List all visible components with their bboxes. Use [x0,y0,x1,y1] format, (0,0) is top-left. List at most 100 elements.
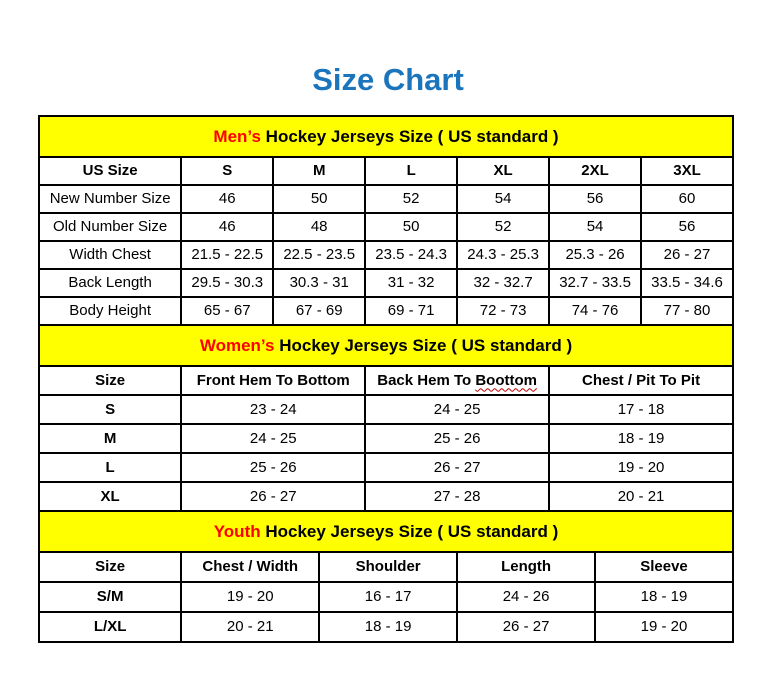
size-value-cell: 29.5 - 30.3 [180,267,275,298]
mens-row-new-number-size: New Number Size 46 50 52 54 56 60 [37,183,734,214]
size-value-cell: 32 - 32.7 [456,267,551,298]
size-value-cell: 56 [548,183,643,214]
mens-section-header-highlight: Men’s [213,126,261,146]
size-value-cell: 25 - 26 [364,422,551,454]
size-value-cell: 24.3 - 25.3 [456,239,551,270]
size-chart-title: Size Chart [312,62,464,97]
mens-row-width-chest: Width Chest 21.5 - 22.5 22.5 - 23.5 23.5… [37,239,734,270]
size-value-cell: 54 [456,183,551,214]
womens-row-xl: XL 26 - 27 27 - 28 20 - 21 [37,480,734,512]
size-value-cell: 26 - 27 [180,480,367,512]
youth-col-header-length: Length [456,550,597,583]
size-value-cell: 33.5 - 34.6 [640,267,734,298]
size-value-cell: 67 - 69 [272,295,367,326]
womens-section-header-rest: Hockey Jerseys Size ( US standard ) [274,335,573,355]
size-value-cell: 21.5 - 22.5 [180,239,275,270]
row-label: XL [37,480,183,512]
size-value-cell: 30.3 - 31 [272,267,367,298]
youth-col-header-sleeve: Sleeve [594,550,734,583]
mens-header-row: US Size S M L XL 2XL 3XL [37,155,734,186]
row-label: Old Number Size [37,211,183,242]
back-hem-label-prefix: Back Hem To [377,371,476,389]
size-value-cell: 26 - 27 [364,451,551,483]
row-label: S [37,393,183,425]
womens-header-row: Size Front Hem To Bottom Back Hem To Boo… [37,364,734,396]
size-value-cell: 16 - 17 [318,580,459,613]
womens-col-header-size: Size [37,364,183,396]
size-value-cell: 31 - 32 [364,267,459,298]
womens-row-l: L 25 - 26 26 - 27 19 - 20 [37,451,734,483]
size-value-cell: 25.3 - 26 [548,239,643,270]
mens-section-header: Men’s Hockey Jerseys Size ( US standard … [38,114,734,158]
size-value-cell: 19 - 20 [548,451,734,483]
size-value-cell: 32.7 - 33.5 [548,267,643,298]
youth-section-header-highlight: Youth [213,521,261,541]
size-value-cell: 25 - 26 [180,451,367,483]
mens-row-body-height: Body Height 65 - 67 67 - 69 69 - 71 72 -… [37,295,734,326]
row-label: Width Chest [37,239,183,270]
mens-col-header-m: M [272,155,367,186]
mens-row-old-number-size: Old Number Size 46 48 50 52 54 56 [37,211,734,242]
size-value-cell: 74 - 76 [548,295,643,326]
size-value-cell: 69 - 71 [364,295,459,326]
size-value-cell: 77 - 80 [640,295,734,326]
row-label: S/M [37,580,183,613]
youth-section-header: Youth Hockey Jerseys Size ( US standard … [38,509,734,553]
back-hem-label-misspelled: Boottom [475,371,537,389]
womens-section-header: Women’s Hockey Jerseys Size ( US standar… [38,323,734,367]
youth-section-header-rest: Hockey Jerseys Size ( US standard ) [260,521,559,541]
size-value-cell: 20 - 21 [548,480,734,512]
size-value-cell: 23 - 24 [180,393,367,425]
mens-col-header-us-size: US Size [37,155,183,186]
size-value-cell: 72 - 73 [456,295,551,326]
size-value-cell: 50 [364,211,459,242]
size-value-cell: 46 [180,183,275,214]
youth-col-header-shoulder: Shoulder [318,550,459,583]
size-value-cell: 52 [456,211,551,242]
size-value-cell: 18 - 19 [594,580,734,613]
mens-col-header-3xl: 3XL [640,155,734,186]
womens-col-header-back-hem: Back Hem To Boottom [364,364,551,396]
size-value-cell: 18 - 19 [318,610,459,643]
womens-col-header-front-hem: Front Hem To Bottom [180,364,367,396]
youth-size-table: Size Chest / Width Shoulder Length Sleev… [37,550,734,643]
mens-col-header-s: S [180,155,275,186]
size-value-cell: 60 [640,183,734,214]
row-label: Body Height [37,295,183,326]
mens-col-header-l: L [364,155,459,186]
row-label: L [37,451,183,483]
size-chart-container: Men’s Hockey Jerseys Size ( US standard … [37,114,734,643]
size-value-cell: 19 - 20 [594,610,734,643]
youth-row-sm: S/M 19 - 20 16 - 17 24 - 26 18 - 19 [37,580,734,613]
youth-header-row: Size Chest / Width Shoulder Length Sleev… [37,550,734,583]
womens-size-table: Size Front Hem To Bottom Back Hem To Boo… [37,364,734,512]
size-value-cell: 54 [548,211,643,242]
womens-row-s: S 23 - 24 24 - 25 17 - 18 [37,393,734,425]
size-value-cell: 65 - 67 [180,295,275,326]
size-value-cell: 56 [640,211,734,242]
womens-col-header-chest-pit: Chest / Pit To Pit [548,364,734,396]
womens-row-m: M 24 - 25 25 - 26 18 - 19 [37,422,734,454]
row-label: New Number Size [37,183,183,214]
mens-col-header-2xl: 2XL [548,155,643,186]
row-label: Back Length [37,267,183,298]
size-value-cell: 17 - 18 [548,393,734,425]
size-value-cell: 24 - 25 [364,393,551,425]
row-label: L/XL [37,610,183,643]
row-label: M [37,422,183,454]
youth-col-header-size: Size [37,550,183,583]
size-value-cell: 22.5 - 23.5 [272,239,367,270]
size-value-cell: 19 - 20 [180,580,321,613]
youth-col-header-chest-width: Chest / Width [180,550,321,583]
size-value-cell: 52 [364,183,459,214]
mens-col-header-xl: XL [456,155,551,186]
size-value-cell: 20 - 21 [180,610,321,643]
size-value-cell: 26 - 27 [640,239,734,270]
womens-section-header-highlight: Women’s [199,335,275,355]
size-value-cell: 24 - 26 [456,580,597,613]
size-value-cell: 18 - 19 [548,422,734,454]
size-value-cell: 50 [272,183,367,214]
mens-row-back-length: Back Length 29.5 - 30.3 30.3 - 31 31 - 3… [37,267,734,298]
mens-section-header-rest: Hockey Jerseys Size ( US standard ) [260,126,559,146]
size-value-cell: 23.5 - 24.3 [364,239,459,270]
